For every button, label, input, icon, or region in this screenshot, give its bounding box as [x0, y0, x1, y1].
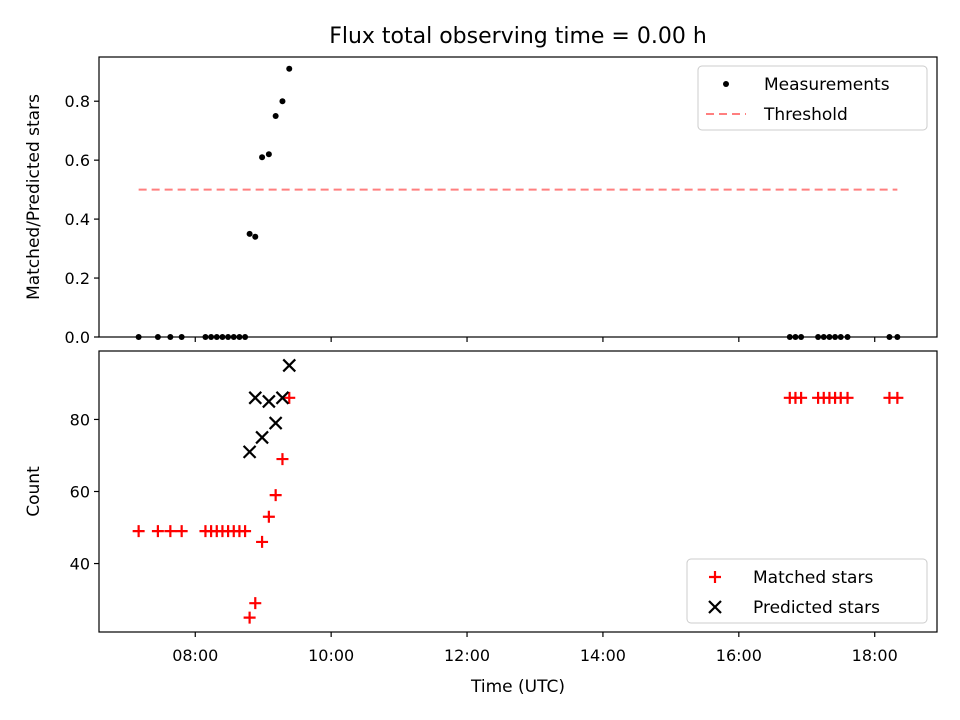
- measurement-point: [246, 230, 253, 237]
- matched-star-point: [891, 391, 904, 404]
- legend-label: Predicted stars: [753, 598, 880, 618]
- x-axis-label: Time (UTC): [470, 677, 565, 697]
- chart-title: Flux total observing time = 0.00 h: [329, 24, 707, 49]
- matched-star-point: [151, 525, 164, 538]
- predicted-star-point: [242, 445, 257, 459]
- matched-star-point: [164, 525, 177, 538]
- x-tick-label: 14:00: [580, 646, 626, 665]
- legend-marker-measurements: [723, 81, 729, 87]
- matched-star-point: [243, 611, 256, 624]
- x-tick-label: 18:00: [852, 646, 898, 665]
- top-panel: 0.0 0.2 0.4 0.6 0.8 Matched/Predicted stars Me…: [24, 56, 938, 347]
- predicted-star-point: [255, 430, 269, 445]
- x-tick-label: 12:00: [444, 646, 490, 665]
- y-axis-label: Count: [24, 466, 44, 517]
- legend-marker-predicted: [708, 600, 722, 614]
- y-tick-label: 0.6: [65, 151, 90, 170]
- matched-star-point: [256, 535, 269, 548]
- matched-star-point: [276, 453, 289, 466]
- matched-star-point: [132, 525, 145, 538]
- axes-frame: [98, 56, 938, 338]
- measurement-point: [286, 65, 293, 72]
- matched-star-point: [239, 525, 252, 538]
- matched-star-point: [249, 597, 262, 610]
- predicted-star-point: [275, 391, 290, 405]
- measurement-point: [279, 98, 286, 105]
- y-tick-label: 0.8: [65, 92, 90, 111]
- matched-star-point: [841, 391, 854, 404]
- legend-label: Matched stars: [753, 568, 873, 588]
- legend-label: Measurements: [764, 75, 890, 95]
- measurement-point: [252, 233, 259, 240]
- predicted-star-point: [262, 394, 276, 409]
- x-tick-label: 16:00: [716, 646, 762, 665]
- predicted-star-point: [248, 391, 263, 405]
- legend-marker-matched: [709, 571, 721, 583]
- x-tick-label: 08:00: [172, 646, 218, 665]
- y-tick-label: 40: [70, 555, 90, 574]
- matched-star-point: [269, 489, 282, 502]
- y-axis-label: Matched/Predicted stars: [24, 94, 44, 300]
- predicted-star-point: [282, 358, 297, 373]
- predicted-star-point: [268, 416, 283, 430]
- y-tick-label: 0.2: [65, 269, 90, 288]
- measurement-point: [272, 112, 279, 119]
- x-tick-label: 10:00: [308, 646, 354, 665]
- matched-star-point: [175, 525, 188, 538]
- measurement-point: [265, 151, 272, 158]
- y-tick-label: 0.0: [65, 328, 90, 347]
- matched-star-point: [795, 391, 808, 404]
- matched-star-point: [262, 510, 275, 523]
- y-tick-label: 60: [70, 483, 90, 502]
- measurement-point: [259, 154, 266, 161]
- bottom-panel: 40 60 80 08:00 10:00 12:00 14:00 16:00 18:00 Coun…: [24, 350, 938, 697]
- y-tick-label: 0.4: [65, 210, 90, 229]
- legend-box: [697, 65, 928, 131]
- legend-box: [686, 558, 928, 624]
- legend-label: Threshold: [763, 105, 848, 125]
- matched-star-point: [283, 391, 296, 404]
- y-tick-label: 80: [70, 410, 90, 429]
